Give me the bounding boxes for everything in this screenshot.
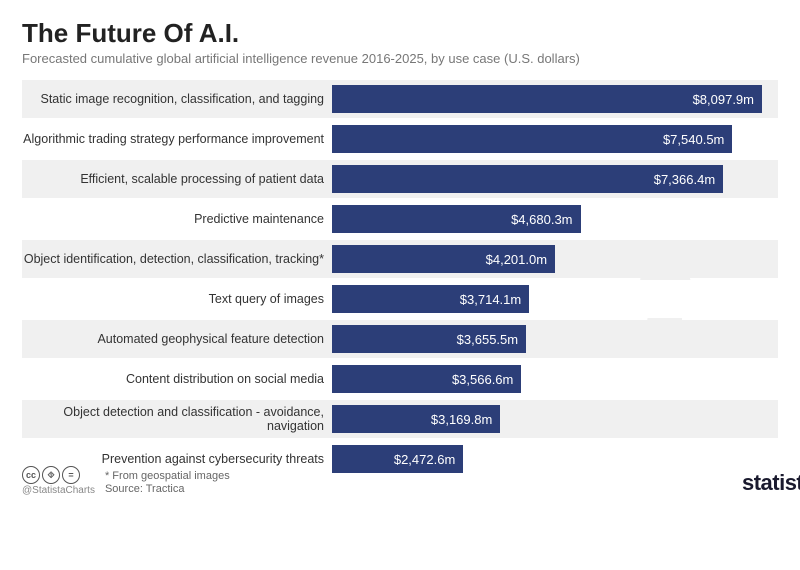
bar-cell: $7,540.5m <box>332 120 778 158</box>
row-label: Object detection and classification - av… <box>22 400 332 438</box>
chart-row: Efficient, scalable processing of patien… <box>22 160 778 198</box>
bar: $3,655.5m <box>332 325 526 353</box>
row-label: Static image recognition, classification… <box>22 80 332 118</box>
chart-row: Content distribution on social media$3,5… <box>22 360 778 398</box>
bar: $3,169.8m <box>332 405 500 433</box>
footer: cc ⯑ = @StatistaCharts * From geospatial… <box>22 466 800 496</box>
chart-title: The Future Of A.I. <box>22 18 778 49</box>
chart-row: Text query of images$3,714.1m <box>22 280 778 318</box>
brand-logo: statista <box>742 470 800 496</box>
row-label: Object identification, detection, classi… <box>22 240 332 278</box>
row-label: Content distribution on social media <box>22 360 332 398</box>
bar-cell: $3,714.1m <box>332 280 778 318</box>
chart-row: Object detection and classification - av… <box>22 400 778 438</box>
bar-cell: $8,097.9m <box>332 80 778 118</box>
bar: $3,566.6m <box>332 365 521 393</box>
row-label: Automated geophysical feature detection <box>22 320 332 358</box>
by-icon: ⯑ <box>42 466 60 484</box>
chart-subtitle: Forecasted cumulative global artificial … <box>22 51 778 66</box>
source: Source: Tractica <box>105 483 230 495</box>
bar-cell: $3,169.8m <box>332 400 778 438</box>
row-label: Algorithmic trading strategy performance… <box>22 120 332 158</box>
bar: $4,201.0m <box>332 245 555 273</box>
chart-row: Automated geophysical feature detection$… <box>22 320 778 358</box>
nd-icon: = <box>62 466 80 484</box>
bar: $3,714.1m <box>332 285 529 313</box>
chart-row: Predictive maintenance$4,680.3m <box>22 200 778 238</box>
cc-icon: cc <box>22 466 40 484</box>
row-label: Text query of images <box>22 280 332 318</box>
twitter-handle: @StatistaCharts <box>22 485 95 496</box>
bar: $7,366.4m <box>332 165 723 193</box>
chart-row: Algorithmic trading strategy performance… <box>22 120 778 158</box>
cc-license-icons: cc ⯑ = <box>22 466 95 484</box>
row-label: Predictive maintenance <box>22 200 332 238</box>
chart-row: Static image recognition, classification… <box>22 80 778 118</box>
bar: $7,540.5m <box>332 125 732 153</box>
bar-cell: $7,366.4m <box>332 160 778 198</box>
bar-chart: Static image recognition, classification… <box>22 80 778 478</box>
chart-row: Object identification, detection, classi… <box>22 240 778 278</box>
row-label: Efficient, scalable processing of patien… <box>22 160 332 198</box>
bar-cell: $4,201.0m <box>332 240 778 278</box>
bar-cell: $3,566.6m <box>332 360 778 398</box>
bar-cell: $3,655.5m <box>332 320 778 358</box>
footnote: * From geospatial images <box>105 470 230 482</box>
bar: $4,680.3m <box>332 205 581 233</box>
bar-cell: $4,680.3m <box>332 200 778 238</box>
bar: $8,097.9m <box>332 85 762 113</box>
